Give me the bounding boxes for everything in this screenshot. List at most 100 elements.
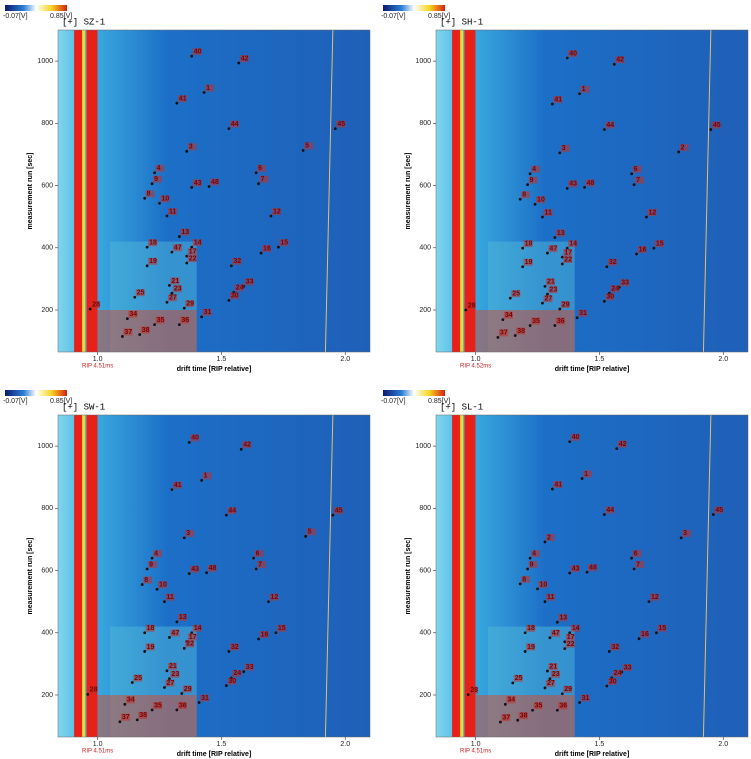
peak-label-bg xyxy=(563,249,573,257)
heatmap-bg xyxy=(58,30,370,352)
peak-label-bg xyxy=(632,550,642,558)
peak-label-bg xyxy=(153,701,163,709)
peak-label-bg xyxy=(155,316,165,324)
colorbar-label: -0.07[V] xyxy=(381,13,406,20)
peak-label: 28 xyxy=(92,301,100,308)
x-tick-label: 1.0 xyxy=(471,356,481,363)
peak-label: 33 xyxy=(246,664,254,671)
peak-marker xyxy=(118,720,122,724)
peak-marker xyxy=(165,300,169,304)
peak-marker xyxy=(602,299,606,303)
peak-label-bg xyxy=(192,48,202,56)
peak-label: 41 xyxy=(179,95,187,102)
peak-marker xyxy=(239,447,243,451)
peak-label-bg xyxy=(635,561,645,568)
peak-marker xyxy=(635,252,638,256)
peak-label-bg xyxy=(202,472,212,480)
peak-label-bg xyxy=(543,295,553,303)
peak-label-bg xyxy=(620,279,630,287)
peak-label-bg xyxy=(200,694,210,702)
peak-label-bg xyxy=(190,434,200,442)
peak-label: 32 xyxy=(233,258,241,265)
peak-label: 40 xyxy=(191,435,199,442)
colorbar xyxy=(383,390,445,396)
peak-marker xyxy=(602,128,606,131)
peak-label: 47 xyxy=(552,630,560,637)
peak-label-bg xyxy=(165,593,175,601)
peak-label: 21 xyxy=(549,663,557,670)
colorbar-label: -0.07[V] xyxy=(381,398,406,405)
peak-label-bg xyxy=(583,470,593,478)
peak-label-bg xyxy=(170,277,180,285)
peak-label-bg xyxy=(227,507,237,515)
peak-label: 37 xyxy=(122,714,130,721)
colorbar-label: 0.85[V] xyxy=(50,13,72,20)
peak-label: 33 xyxy=(621,280,629,287)
peak-marker xyxy=(565,246,569,250)
peak-marker xyxy=(143,650,147,653)
peak-marker xyxy=(632,567,636,571)
peak-label-bg xyxy=(239,54,249,62)
peak-label: 9 xyxy=(149,561,153,568)
peak-label: 14 xyxy=(194,625,202,632)
peak-marker xyxy=(548,636,552,640)
plot-frame xyxy=(435,414,749,738)
peak-label: 30 xyxy=(231,293,239,300)
x-tick-label: 1.0 xyxy=(471,741,481,748)
panel-title: [+] SW-1 xyxy=(62,402,105,412)
peak-label-bg xyxy=(187,255,197,263)
peak-label: 38 xyxy=(517,328,525,335)
peak-marker xyxy=(165,669,169,673)
peak-label-bg xyxy=(153,175,163,183)
peak-marker xyxy=(242,670,246,674)
peak-marker xyxy=(150,556,154,560)
rip-stripe xyxy=(74,30,83,352)
peak-label: 29 xyxy=(184,686,192,693)
peak-label-bg xyxy=(269,593,279,601)
peak-marker xyxy=(153,171,156,175)
peak-label-bg xyxy=(640,630,650,638)
rip-glow xyxy=(82,30,86,352)
spectrum-trace xyxy=(702,415,712,737)
peak-label: 5 xyxy=(305,143,309,150)
peak-marker xyxy=(269,214,273,218)
peak-label-bg xyxy=(229,643,239,651)
peak-label-bg xyxy=(501,714,511,722)
peak-label-bg xyxy=(607,258,617,266)
peak-marker xyxy=(528,172,532,176)
peak-marker xyxy=(543,600,547,604)
peak-marker xyxy=(518,197,522,201)
peak-label: 47 xyxy=(174,244,182,251)
peak-label: 23 xyxy=(171,671,179,678)
peak-label-bg xyxy=(170,629,180,637)
peak-marker xyxy=(175,101,179,105)
spectrum-trace xyxy=(324,30,334,352)
peak-label: 10 xyxy=(159,582,167,589)
peak-label: 22 xyxy=(186,641,194,648)
peak-marker xyxy=(170,488,174,492)
peak-marker xyxy=(546,251,549,255)
peak-label: 18 xyxy=(527,625,535,632)
peak-label: 48 xyxy=(211,179,219,186)
peak-marker xyxy=(615,447,619,450)
peak-label-bg xyxy=(190,565,200,573)
colorbar xyxy=(383,5,445,11)
peak-label: 36 xyxy=(559,703,567,710)
peak-label: 21 xyxy=(171,278,179,285)
peak-label-bg xyxy=(657,624,667,632)
peak-label: 7 xyxy=(636,561,640,568)
peak-label: 12 xyxy=(651,594,659,601)
peak-marker xyxy=(190,54,194,58)
peak-marker xyxy=(521,246,525,250)
peak-label: 3 xyxy=(562,145,566,152)
peak-label-bg xyxy=(523,258,533,266)
peak-marker xyxy=(145,264,149,268)
peak-label-bg xyxy=(165,679,175,687)
rip-stripe xyxy=(452,30,461,352)
peak-label: 28 xyxy=(470,687,478,694)
peak-label-bg xyxy=(558,702,568,710)
peak-marker xyxy=(86,692,90,696)
peak-marker xyxy=(565,56,569,60)
peak-label: 17 xyxy=(189,249,197,256)
peak-label: 42 xyxy=(619,441,627,448)
